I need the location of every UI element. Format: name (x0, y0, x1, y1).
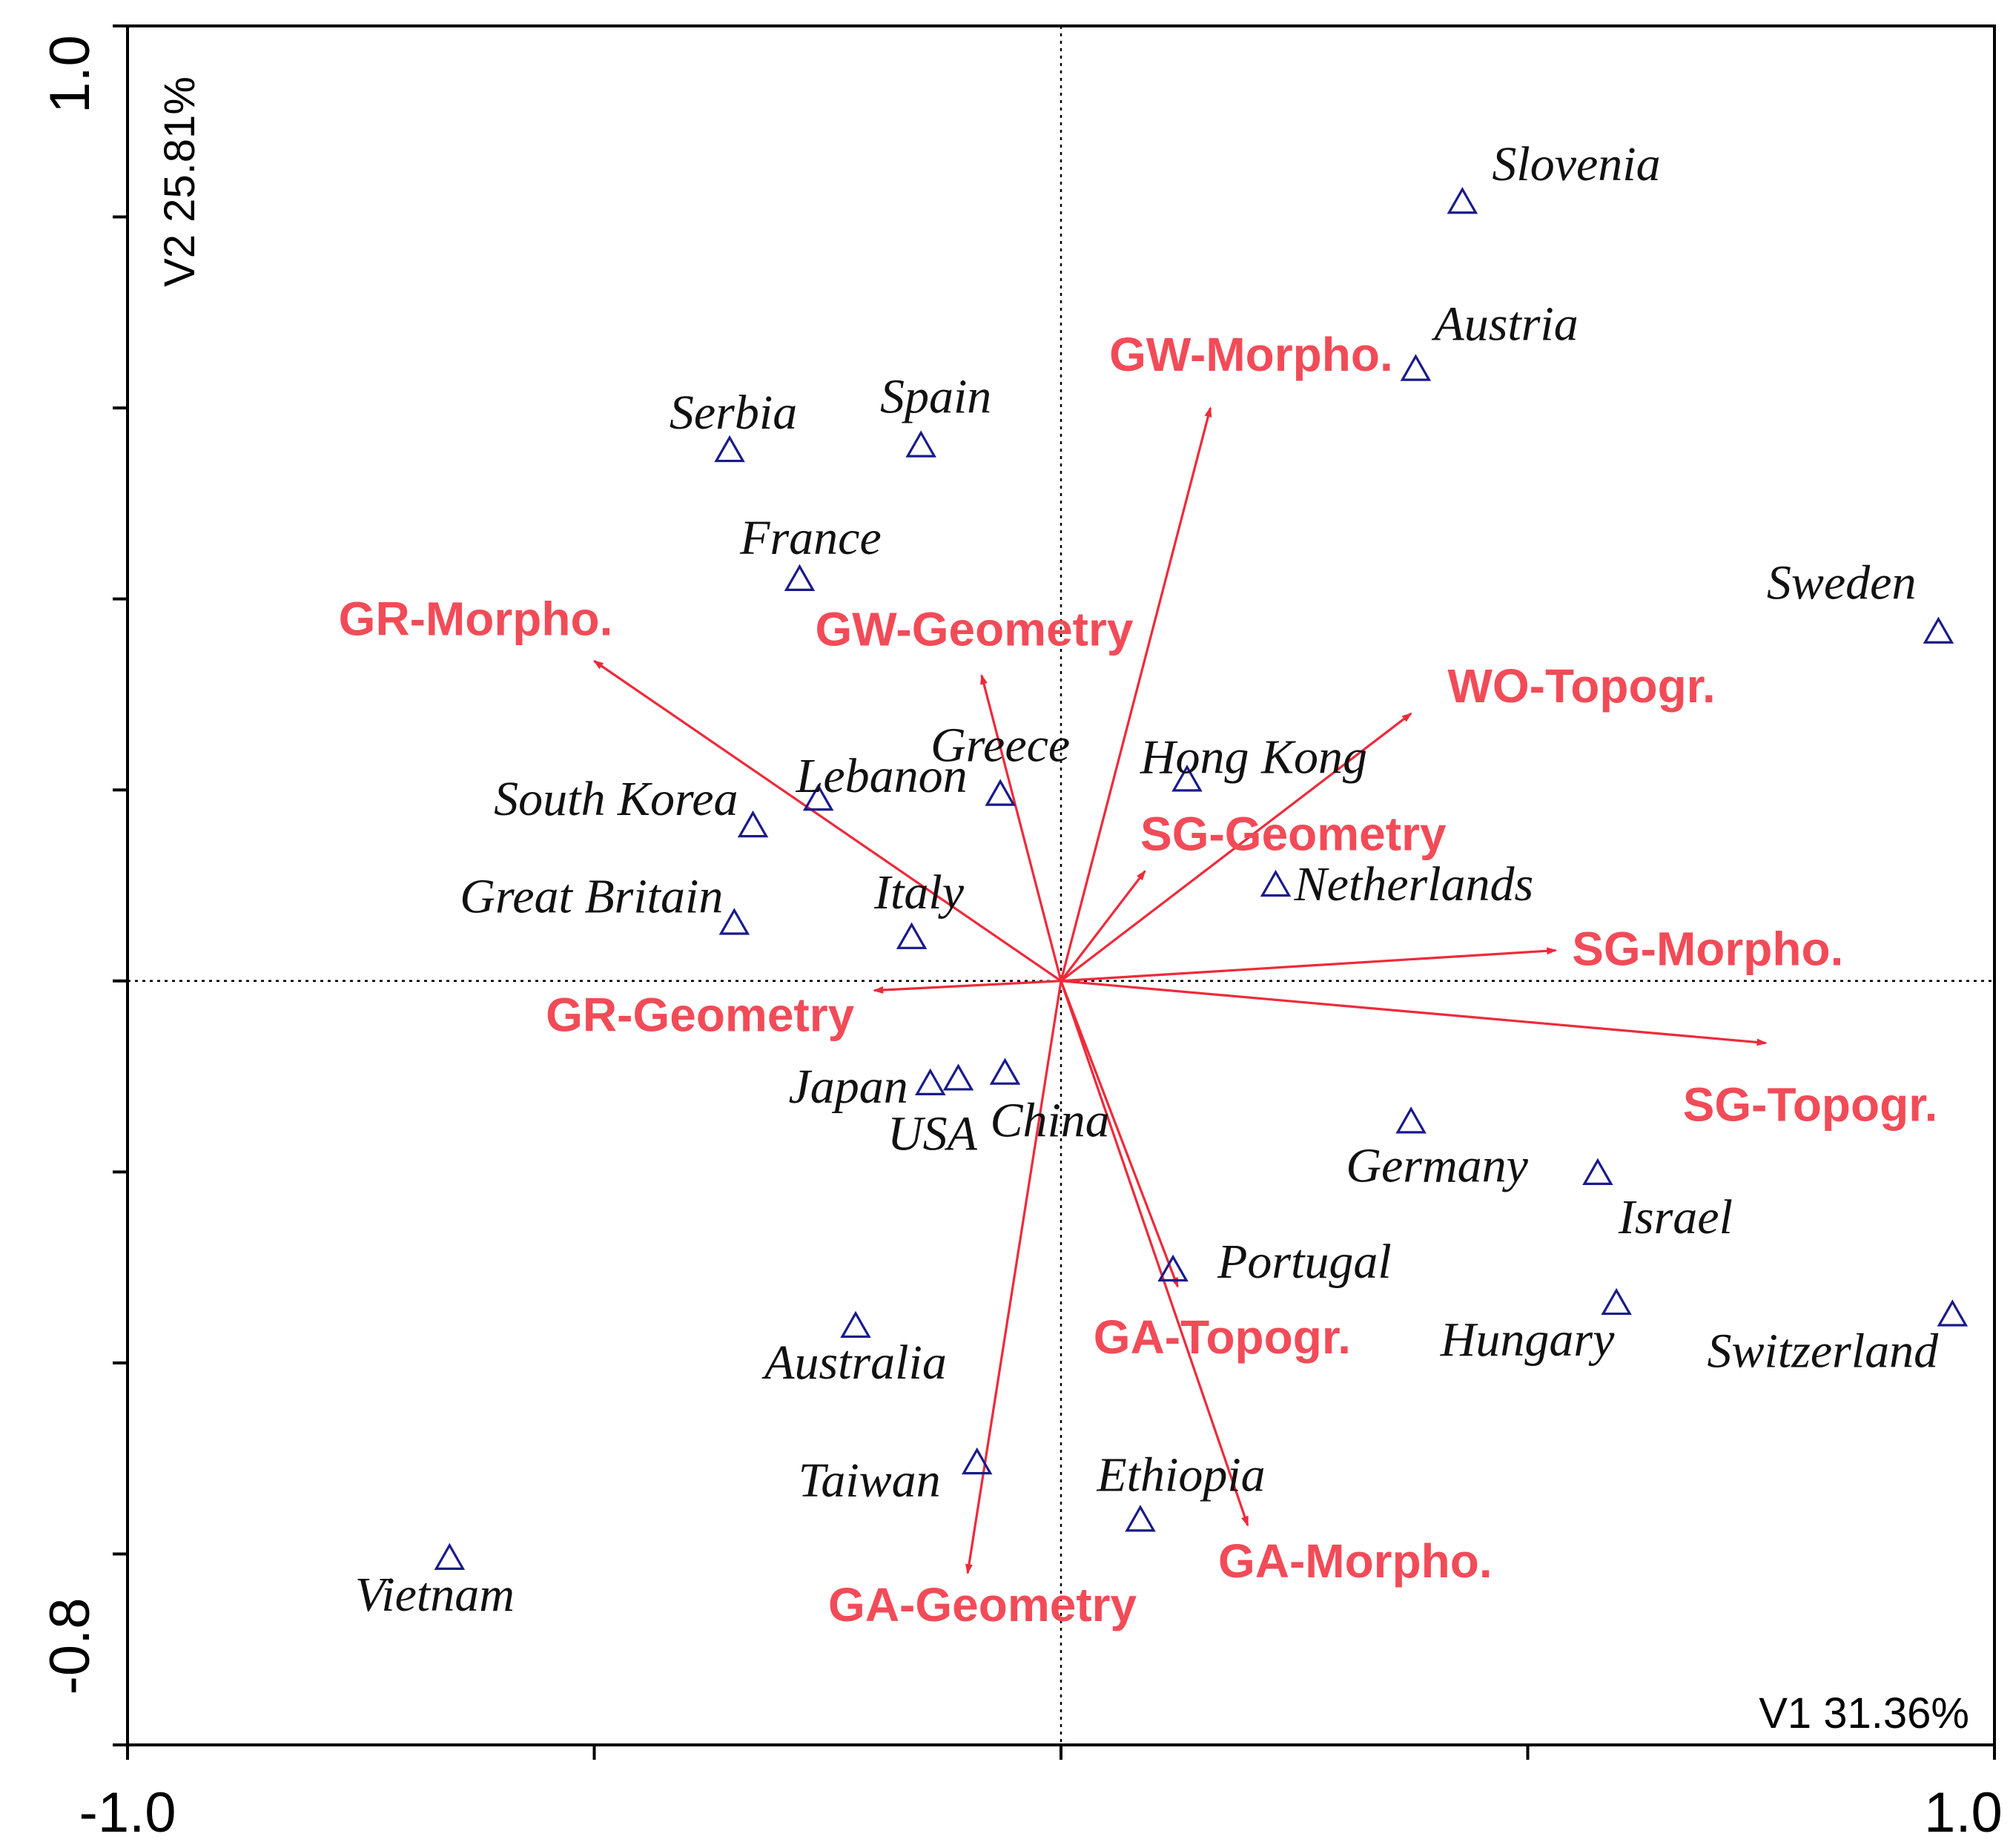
point-marker-spain (905, 430, 936, 458)
point-label-slovenia: Slovenia (1492, 137, 1660, 191)
point-marker-usa (942, 1063, 974, 1091)
point-marker-france (784, 564, 816, 592)
vector-label-sg-morpho: SG-Morpho. (1572, 923, 1843, 976)
point-marker-slovenia (1447, 187, 1478, 214)
point-marker-sweden (1923, 616, 1954, 644)
point-label-great-britain: Great Britain (460, 870, 723, 924)
point-label-greece: Greece (931, 719, 1070, 773)
point-marker-great-britain (718, 908, 750, 935)
point-label-lebanon: Lebanon (796, 749, 968, 803)
point-label-south-korea: South Korea (494, 772, 738, 826)
point-label-spain: Spain (880, 370, 991, 424)
point-label-taiwan: Taiwan (799, 1453, 941, 1508)
point-layer: Slovenia Austria Serbia Spain France Sweden Le… (355, 137, 1969, 1622)
vector-arrow-ga-morpho (1060, 980, 1249, 1527)
point-label-sweden: Sweden (1767, 556, 1917, 610)
point-marker-hong-kong (1171, 765, 1203, 792)
point-label-germany: Germany (1346, 1138, 1528, 1192)
y-tick-label-max: 1.0 (39, 35, 102, 113)
point-label-israel: Israel (1618, 1190, 1733, 1244)
point-label-hong-kong: Hong Kong (1140, 730, 1367, 784)
x-axis-label: V1 31.36% (1759, 1689, 1969, 1738)
point-label-ethiopia: Ethiopia (1096, 1448, 1265, 1502)
point-marker-portugal (1157, 1254, 1189, 1282)
point-label-usa: USA (887, 1106, 978, 1161)
point-marker-japan (914, 1068, 946, 1095)
point-label-hungary: Hungary (1440, 1313, 1615, 1367)
point-label-vietnam: Vietnam (355, 1568, 515, 1622)
point-label-netherlands: Netherlands (1294, 857, 1534, 911)
vector-label-sg-topogr: SG-Topogr. (1683, 1078, 1938, 1131)
point-marker-south-korea (737, 810, 769, 838)
vector-label-gw-morpho: GW-Morpho. (1109, 328, 1393, 381)
y-tick-label-min: -0.8 (39, 1598, 102, 1695)
vector-arrow-gw-morpho (1060, 406, 1212, 982)
point-label-china: China (990, 1094, 1109, 1148)
point-label-austria: Austria (1431, 297, 1578, 352)
point-marker-israel (1582, 1158, 1613, 1186)
point-marker-taiwan (961, 1447, 993, 1475)
point-label-serbia: Serbia (670, 386, 797, 440)
point-marker-hungary (1601, 1287, 1632, 1316)
point-marker-italy (896, 922, 928, 949)
point-marker-netherlands (1260, 869, 1292, 897)
x-tick-label-max: 1.0 (1924, 1781, 2003, 1844)
vector-arrow-gw-geometry (980, 673, 1062, 982)
vector-label-ga-geometry: GA-Geometry (828, 1578, 1137, 1631)
point-marker-ethiopia (1125, 1505, 1156, 1532)
vector-label-ga-topogr: GA-Topogr. (1094, 1310, 1351, 1364)
point-marker-switzerland (1937, 1299, 1969, 1327)
x-tick-label-min: -1.0 (79, 1781, 176, 1844)
vector-label-sg-geometry: SG-Geometry (1140, 808, 1447, 861)
vector-label-gw-geometry: GW-Geometry (815, 603, 1133, 656)
point-label-italy: Italy (873, 865, 965, 920)
vector-layer: GW-Morpho. GR-Morpho. GW-Geometry WO-Topogr… (339, 328, 1938, 1631)
vector-arrow-sg-topogr (1060, 980, 1768, 1046)
point-label-australia: Australia (761, 1336, 947, 1390)
vector-arrow-sg-morpho (1060, 947, 1558, 983)
point-label-france: France (739, 511, 882, 565)
point-marker-vietnam (434, 1542, 466, 1570)
y-axis-label: V2 25.81% (156, 76, 204, 287)
vector-arrow-wo-topogr (1060, 712, 1412, 983)
vector-arrow-ga-geometry (965, 980, 1062, 1575)
vector-label-wo-topogr: WO-Topogr. (1447, 659, 1715, 713)
vector-arrow-ga-topogr (1060, 980, 1179, 1288)
point-label-portugal: Portugal (1217, 1235, 1392, 1289)
zero-lines (128, 26, 1994, 1745)
point-label-japan: Japan (788, 1060, 908, 1114)
vector-label-ga-morpho: GA-Morpho. (1218, 1534, 1493, 1588)
vector-label-gr-morpho: GR-Morpho. (339, 592, 613, 645)
point-marker-germany (1395, 1106, 1427, 1134)
point-marker-austria (1400, 354, 1432, 381)
point-marker-serbia (714, 435, 745, 463)
vector-arrow-gr-geometry (873, 980, 1062, 994)
point-marker-lebanon (802, 783, 834, 811)
point-marker-china (989, 1057, 1021, 1085)
axis-ticks (113, 24, 1996, 1760)
point-label-switzerland: Switzerland (1707, 1324, 1939, 1379)
vector-label-gr-geometry: GR-Geometry (546, 989, 855, 1042)
vector-arrow-sg-geometry (1060, 870, 1146, 982)
point-marker-greece (985, 779, 1016, 806)
vector-arrow-gr-morpho (592, 660, 1062, 983)
point-marker-australia (840, 1310, 871, 1339)
